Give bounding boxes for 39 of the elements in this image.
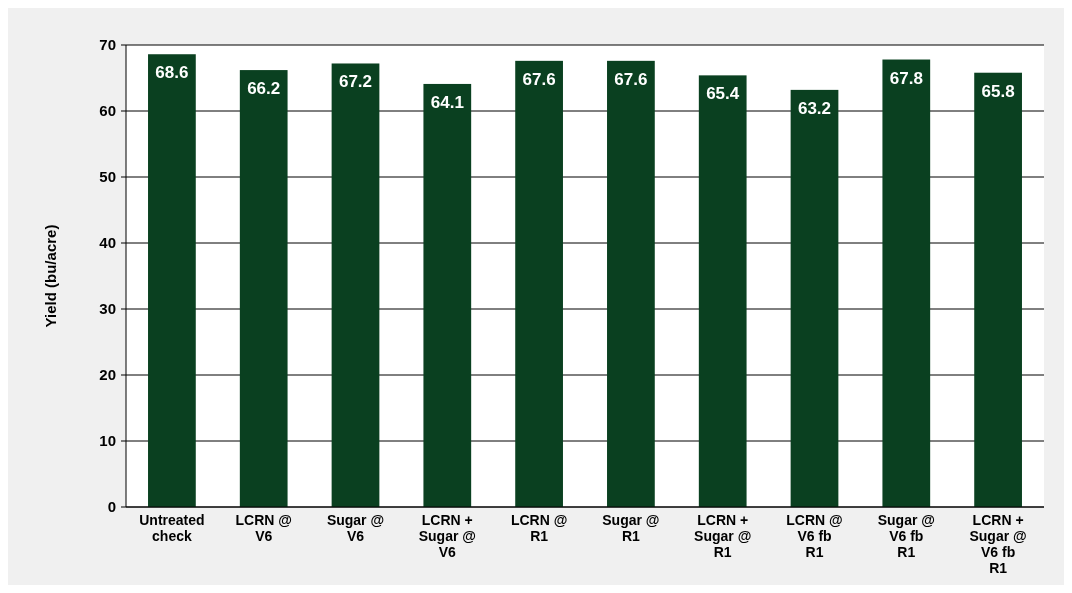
x-tick-label: Sugar @ R1: [602, 512, 660, 544]
bar: [515, 60, 563, 507]
data-label: 67.2: [338, 72, 373, 92]
bar: [698, 75, 747, 507]
x-tick-label: LCRN + Sugar @ R1: [694, 512, 752, 560]
data-label: 67.6: [522, 69, 556, 89]
x-tick-label: Untreated check: [139, 512, 205, 544]
bar: [148, 54, 196, 507]
bar: [974, 72, 1022, 507]
bar: [882, 59, 931, 507]
x-tick-label: Sugar @ V6 fb R1: [877, 512, 935, 560]
data-label: 65.8: [981, 81, 1015, 101]
data-label: 68.6: [155, 63, 189, 83]
y-tick-label: 40: [99, 234, 116, 252]
data-label: 63.2: [797, 98, 832, 118]
data-label: 67.8: [889, 68, 923, 88]
bar: [239, 70, 288, 507]
bar: [423, 83, 472, 507]
x-tick-label: Sugar @ V6: [326, 512, 385, 544]
data-label: 67.6: [614, 69, 648, 89]
x-tick-label: LCRN + Sugar @ V6: [418, 512, 476, 560]
y-tick-label: 50: [99, 168, 116, 186]
bar: [607, 60, 655, 507]
data-label: 65.4: [706, 84, 740, 104]
x-tick-label: LCRN @ V6 fb R1: [786, 512, 843, 560]
x-tick-label: LCRN + Sugar @ V6 fb R1: [969, 512, 1027, 576]
bar: [790, 89, 839, 507]
x-tick-label: LCRN @ R1: [510, 512, 568, 544]
y-tick-label: 70: [99, 36, 116, 54]
y-tick-label: 30: [99, 300, 116, 318]
bar: [331, 63, 380, 507]
y-axis-title: Yield (bu/acre): [42, 224, 59, 328]
x-tick-label: LCRN @ V6: [235, 512, 292, 544]
y-tick-label: 20: [99, 366, 116, 384]
y-tick-label: 10: [99, 432, 116, 450]
y-tick-label: 0: [107, 498, 116, 516]
data-label: 66.2: [247, 79, 281, 99]
y-tick-label: 60: [99, 102, 116, 120]
data-label: 64.1: [430, 92, 464, 112]
